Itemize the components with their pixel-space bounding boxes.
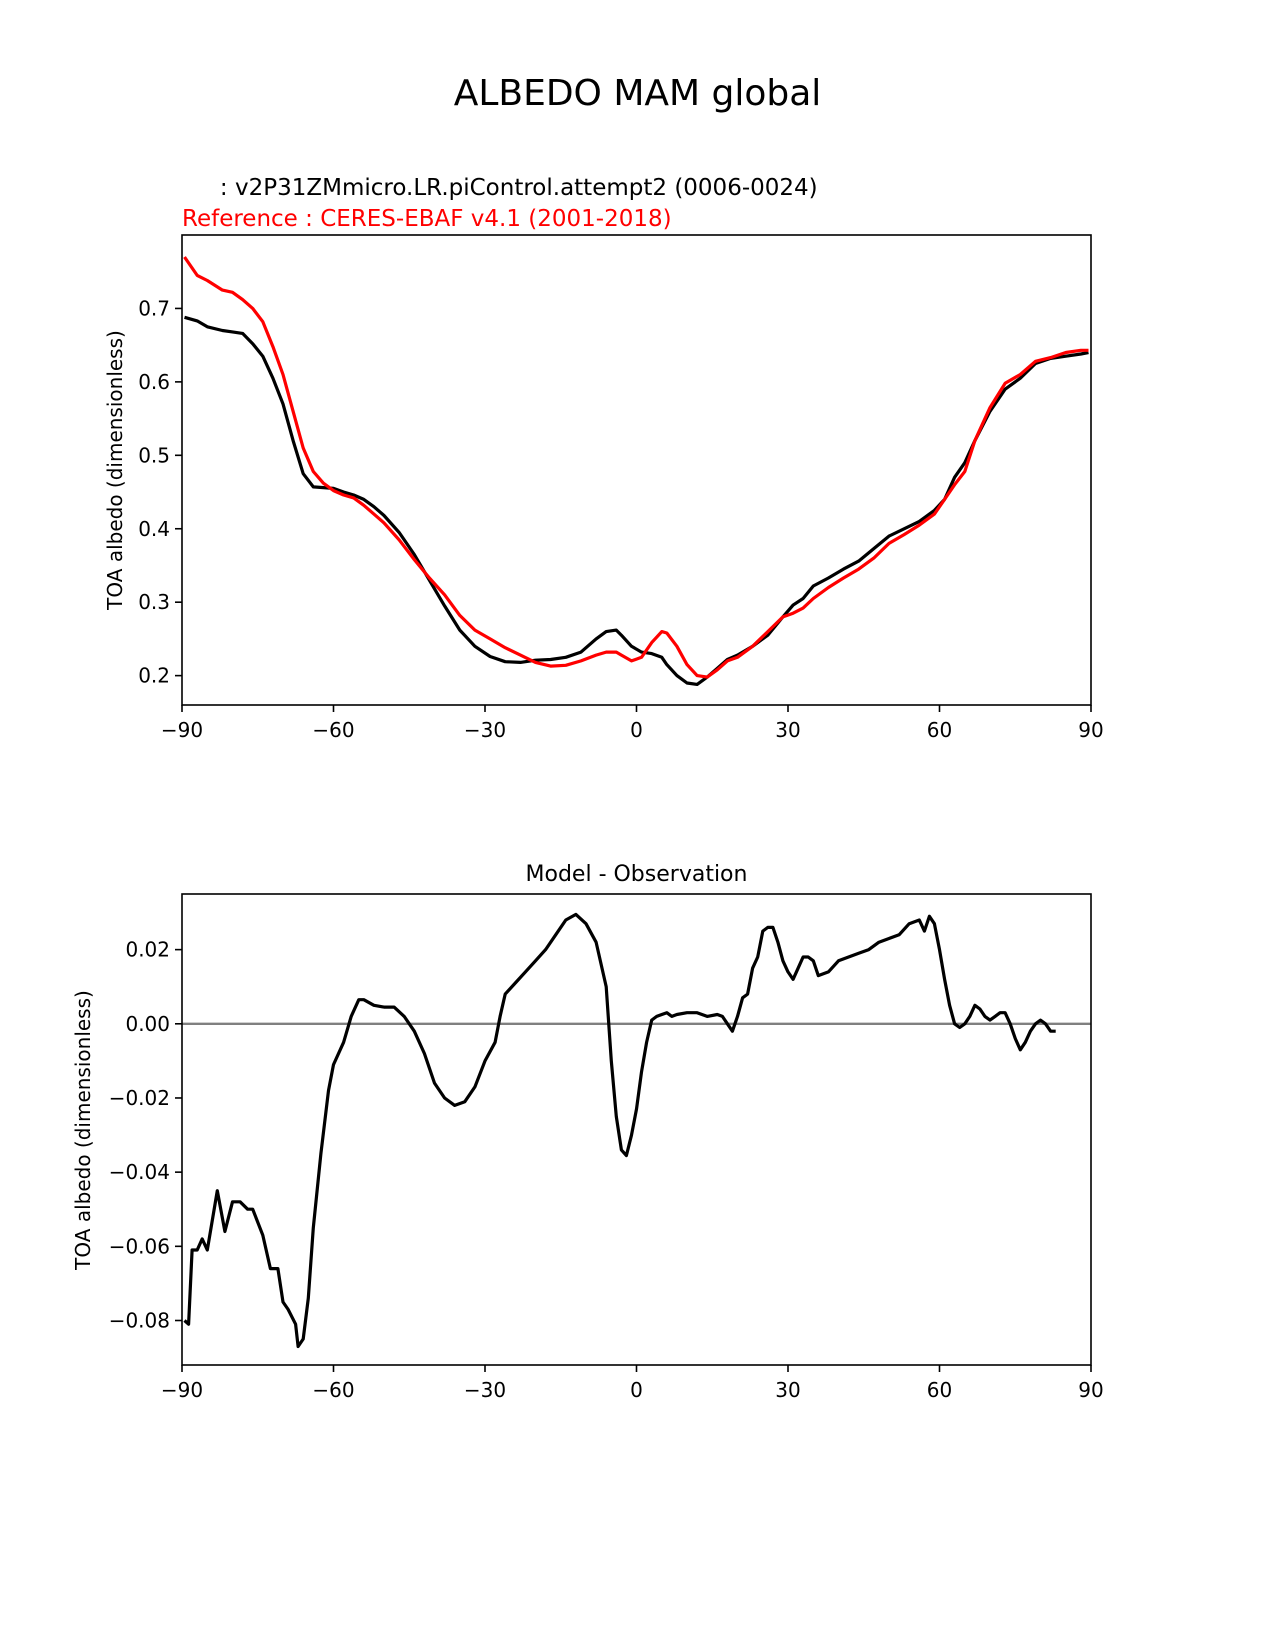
series-line-reference [183, 256, 1089, 679]
y-tick-label: 0.00 [125, 1012, 170, 1036]
x-tick-label: −60 [312, 1378, 354, 1402]
x-tick-label: −90 [161, 718, 203, 742]
series-line-model-observation [183, 912, 1056, 1349]
subplot-title: Model - Observation [526, 862, 748, 887]
y-tick-label: 0.3 [138, 590, 170, 614]
top-plot: −90 −60 −30 0 30 60 90 0.2 0.3 0.4 0.5 0.6 0.7 TOA al… [103, 234, 1104, 742]
y-tick-label: 0.02 [125, 938, 170, 962]
y-axis-label: TOA albedo (dimensionless) [103, 330, 127, 611]
x-tick-label: 30 [775, 718, 800, 742]
axes-frame [181, 234, 1092, 706]
y-tick-label: −0.04 [109, 1160, 170, 1184]
y-tick-label: 0.6 [138, 370, 170, 394]
x-tick-label: 30 [775, 1378, 800, 1402]
legend-test-label: : v2P31ZMmicro.LR.piControl.attempt2 (00… [198, 175, 818, 201]
legend-reference-label: Reference : CERES-EBAF v4.1 (2001-2018) [182, 206, 672, 232]
x-tick-label: −90 [161, 1378, 203, 1402]
y-tick-label: 0.2 [138, 664, 170, 688]
y-tick-label: 0.5 [138, 443, 170, 467]
x-tick-label: −60 [312, 718, 354, 742]
y-tick-label: −0.06 [109, 1234, 170, 1258]
bottom-plot: Model - Observation −90 −60 −30 0 30 60 90 −0.08… [71, 862, 1104, 1402]
y-tick-label: 0.7 [138, 296, 170, 320]
y-tick-label: −0.02 [109, 1086, 170, 1110]
series-line-model [184, 315, 1089, 686]
x-tick-label: 60 [927, 718, 952, 742]
axes-frame [181, 893, 1092, 1366]
x-tick-label: 60 [927, 1378, 952, 1402]
y-tick-label: −0.08 [109, 1308, 170, 1332]
x-tick-label: 0 [630, 1378, 643, 1402]
x-tick-label: 90 [1078, 1378, 1103, 1402]
y-tick-label: 0.4 [138, 517, 170, 541]
x-tick-label: 0 [630, 718, 643, 742]
x-tick-label: 90 [1078, 718, 1103, 742]
figure-title: ALBEDO MAM global [453, 73, 822, 114]
y-axis-label: TOA albedo (dimensionless) [71, 990, 95, 1271]
x-tick-label: −30 [464, 718, 506, 742]
x-tick-label: −30 [464, 1378, 506, 1402]
